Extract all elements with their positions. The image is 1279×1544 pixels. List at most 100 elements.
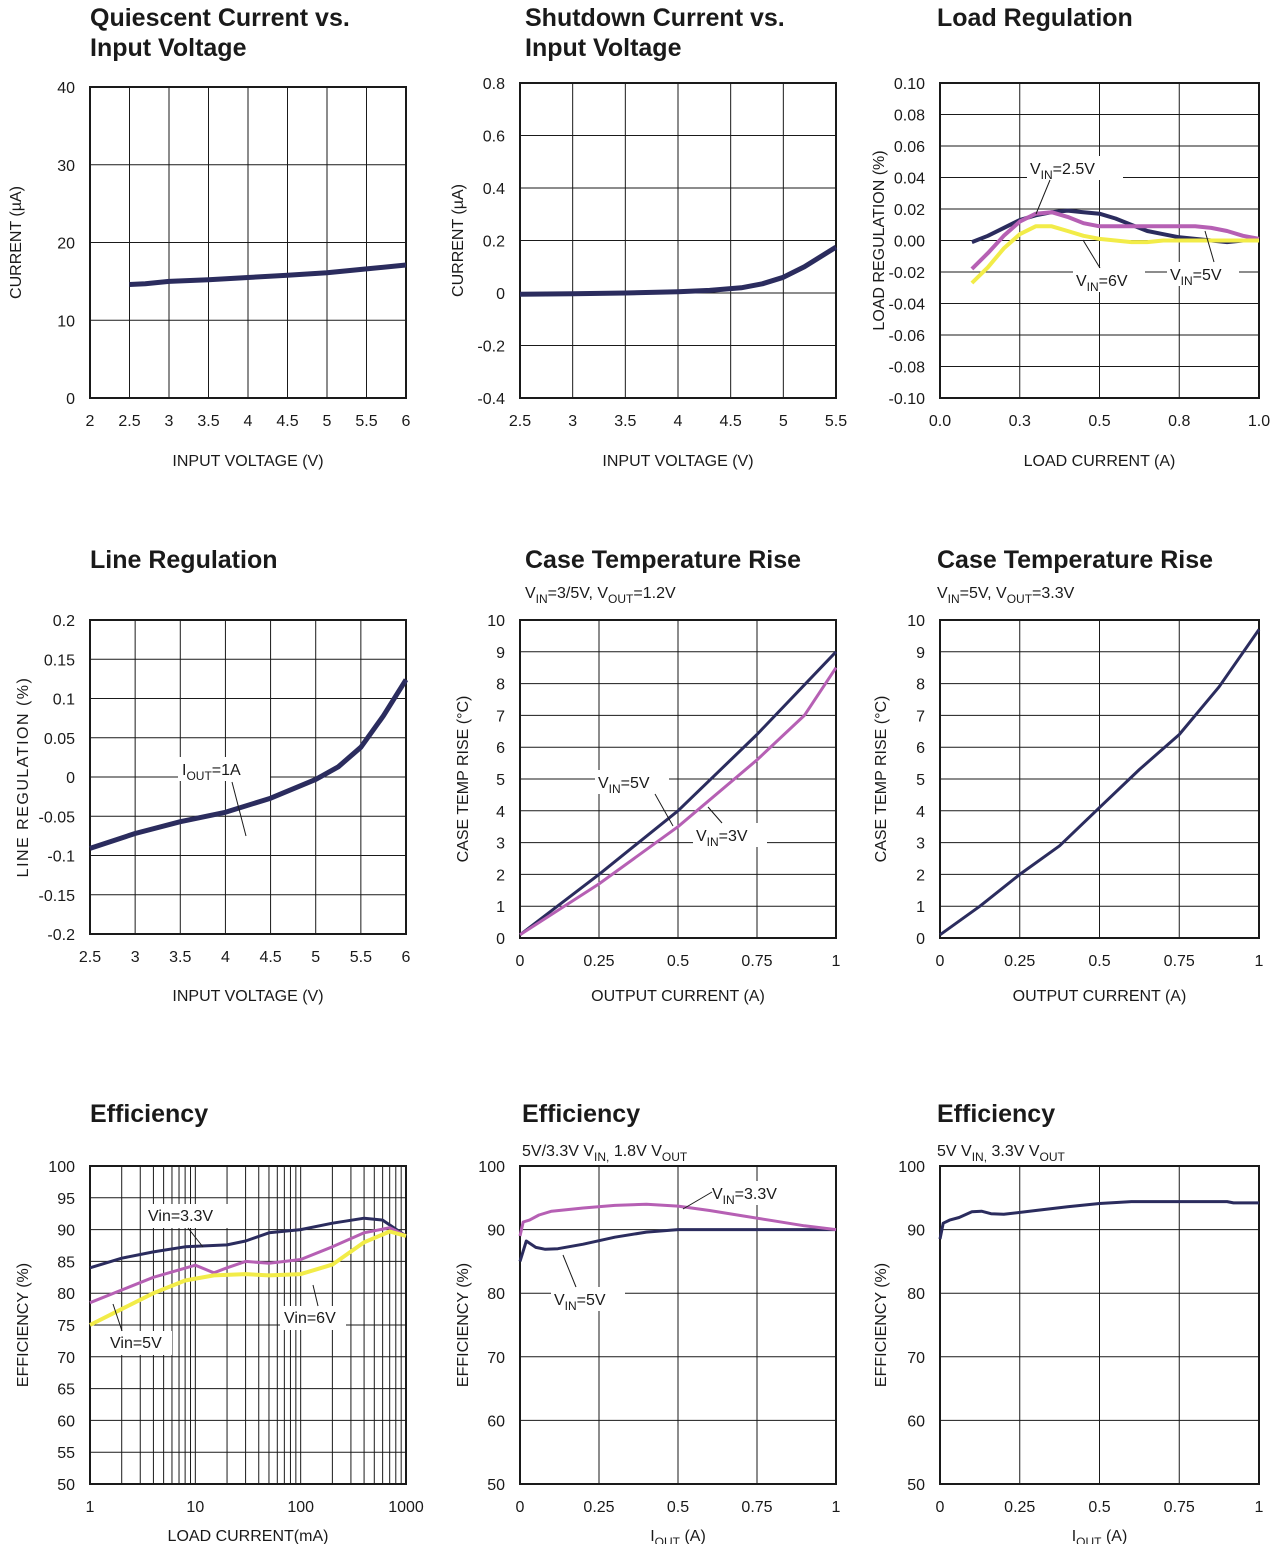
series-line-0 [519, 650, 838, 936]
annotation-label: VIN=5V [554, 1292, 606, 1313]
chart-title: Efficiency [90, 1100, 208, 1128]
x-tick-label: 10 [186, 1499, 204, 1516]
y-tick-label: 10 [487, 613, 505, 630]
x-tick-label: 0.0 [929, 413, 951, 430]
chart-subtitle: VIN=5V, VOUT=3.3V [937, 585, 1075, 606]
y-tick-label: 0.1 [53, 692, 75, 709]
annotation-leader [1204, 230, 1215, 263]
y-tick-label: 0.10 [894, 76, 925, 93]
annotation: Vin=5V [106, 1303, 172, 1355]
plot-frame [519, 82, 837, 399]
y-tick-label: 6 [916, 740, 925, 757]
y-tick-label: 10 [907, 613, 925, 630]
plot-frame [939, 1165, 1260, 1485]
chart-eff2: Efficiency 5V/3.3V VIN, 1.8V VOUT 0 0.25 0.5… [455, 1100, 841, 1544]
y-tick-label: 4 [916, 804, 925, 821]
y-tick-label: 70 [487, 1350, 505, 1367]
y-tick-label: 0.04 [894, 171, 925, 188]
x-tick-label: 0.5 [667, 953, 689, 970]
y-tick-label: 0 [916, 931, 925, 948]
series-line-2 [89, 1229, 407, 1327]
y-tick-label: -0.05 [39, 809, 76, 826]
gridlines [90, 1166, 406, 1484]
y-tick-label: 65 [57, 1382, 75, 1399]
y-tick-label: 0.02 [894, 202, 925, 219]
x-tick-label: 4 [221, 949, 230, 966]
y-tick-label: -0.2 [477, 339, 505, 356]
y-tick-label: 0.00 [894, 234, 925, 251]
x-axis-label: INPUT VOLTAGE (V) [602, 453, 753, 470]
series-line-2 [970, 224, 1259, 285]
annotation: Vin=6V [280, 1284, 346, 1330]
annotation-label: VIN=5V [1170, 267, 1222, 288]
y-tick-label: 4 [496, 804, 505, 821]
annotation-leader [187, 1227, 204, 1248]
x-axis-label: OUTPUT CURRENT (A) [591, 988, 765, 1005]
annotation-leader [654, 793, 674, 827]
plot-frame [89, 619, 407, 935]
chart-title-line2: Input Voltage [525, 34, 682, 62]
x-tick-label: 0.25 [583, 1499, 614, 1516]
gridlines [520, 83, 836, 398]
y-axis-label: LINE REGULATION (%) [15, 677, 32, 878]
y-tick-label: -0.1 [47, 849, 75, 866]
annotation-label: VIN=5V [598, 775, 650, 796]
y-tick-label: 0.6 [483, 129, 505, 146]
gridlines [520, 1166, 836, 1484]
y-tick-label: 80 [487, 1286, 505, 1303]
y-tick-label: 0 [66, 770, 75, 787]
y-axis-label: EFFICIENCY (%) [15, 1263, 32, 1387]
annotation-label: Vin=5V [110, 1335, 162, 1352]
series-line-1 [518, 1202, 837, 1237]
x-tick-label: 0 [936, 1499, 945, 1516]
y-axis-label: CURRENT (µA) [450, 184, 467, 297]
y-tick-label: 3 [916, 836, 925, 853]
y-axis-label: EFFICIENCY (%) [455, 1263, 472, 1387]
y-tick-label: -0.4 [477, 391, 505, 408]
y-tick-label: 50 [487, 1477, 505, 1494]
chart-title-line2: Input Voltage [90, 34, 247, 62]
x-tick-label: 3 [165, 413, 174, 430]
x-tick-label: 0 [516, 1499, 525, 1516]
x-tick-label: 0.25 [1004, 1499, 1035, 1516]
y-tick-label: 6 [496, 740, 505, 757]
y-tick-label: 60 [57, 1413, 75, 1430]
y-tick-label: 85 [57, 1254, 75, 1271]
x-tick-label: 4.5 [259, 949, 281, 966]
y-tick-label: 0.2 [53, 613, 75, 630]
x-tick-label: 5.5 [350, 949, 372, 966]
x-tick-label: 6 [402, 949, 411, 966]
y-tick-label: 100 [478, 1159, 505, 1176]
y-tick-label: 7 [496, 708, 505, 725]
y-tick-label: 0.4 [483, 181, 505, 198]
annotation-label: VIN=3V [696, 828, 748, 849]
x-tick-label: 0 [516, 953, 525, 970]
y-tick-label: 5 [496, 772, 505, 789]
chart-subtitle: 5V/3.3V VIN, 1.8V VOUT [522, 1143, 688, 1164]
annotation-leader [1035, 179, 1051, 215]
chart-loadreg: Load Regulation 0.0 0.3 0.5 0.8 1.0 -0.10 -0.08… [871, 4, 1270, 470]
annotation: VIN=3V [693, 806, 767, 849]
x-tick-label: 0.75 [741, 1499, 772, 1516]
y-tick-label: 2 [496, 867, 505, 884]
x-tick-label: 1 [1255, 1499, 1264, 1516]
x-tick-label: 5 [323, 413, 332, 430]
x-axis-label: INPUT VOLTAGE (V) [172, 453, 323, 470]
annotation-leader [231, 781, 247, 837]
series-line-0 [129, 262, 407, 287]
y-tick-label: 0 [496, 286, 505, 303]
x-tick-label: 100 [287, 1499, 314, 1516]
series-line-1 [519, 666, 838, 937]
x-axis-label: IOUT (A) [650, 1528, 706, 1544]
chart-title: Shutdown Current vs. [525, 4, 785, 32]
annotation-label: VIN=3.3V [712, 1186, 777, 1207]
chart-eff1: Efficiency 1 10 100 1000 50 55 60 65 70 75 80 85 90 95… [15, 1100, 424, 1544]
y-tick-label: 50 [57, 1477, 75, 1494]
chart-quiescent: Quiescent Current vs.Input Voltage 2 2.5 3 3… [8, 4, 411, 470]
annotation-background [178, 757, 270, 781]
chart-title: Case Temperature Rise [937, 546, 1213, 574]
x-tick-label: 0.5 [1088, 1499, 1110, 1516]
x-tick-label: 1000 [388, 1499, 424, 1516]
x-tick-label: 2.5 [118, 413, 140, 430]
